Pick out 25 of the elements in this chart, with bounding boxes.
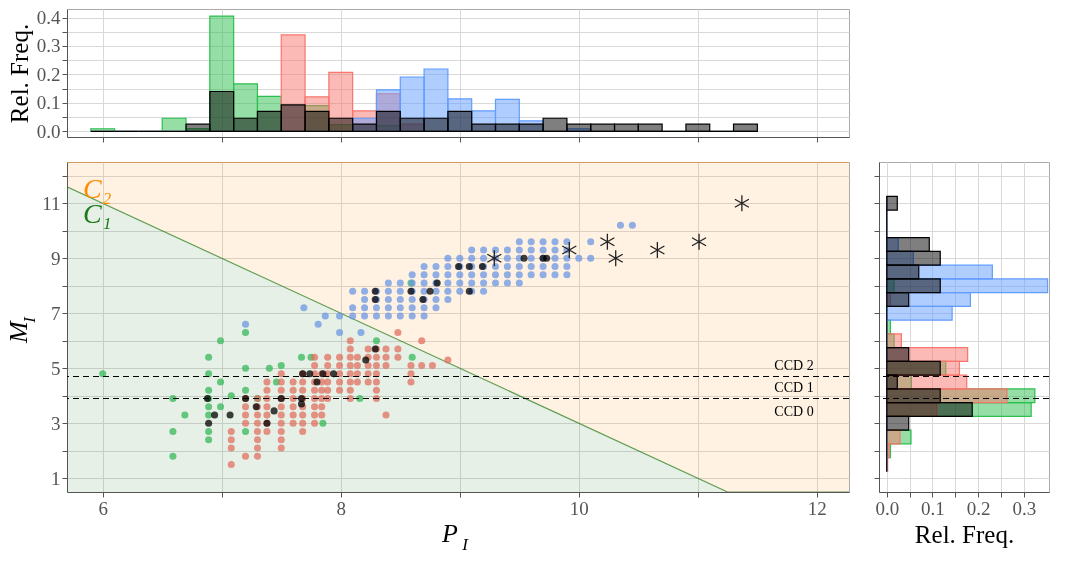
x-tick-label: 0.0 (875, 497, 900, 519)
annotation: CCD 2 (774, 357, 814, 373)
y-tick-label: 1 (51, 467, 61, 489)
y-tick-label: 7 (51, 302, 61, 324)
annotation: CCD 0 (774, 403, 814, 419)
y-tick-label: 0.3 (36, 35, 61, 57)
y-tick-label: 0.2 (36, 63, 61, 85)
y-tick-label: 5 (51, 357, 61, 379)
y-axis-title: Rel. Freq. (5, 23, 33, 124)
y-tick-label: 0.1 (36, 92, 61, 114)
y-tick-label: 3 (51, 412, 61, 434)
annotation: CCD 1 (774, 379, 814, 395)
x-tick-label: 8 (336, 497, 347, 519)
y-tick-label: 9 (51, 247, 61, 269)
y-tick-label: 11 (42, 192, 61, 214)
y-tick-label: 0.4 (36, 7, 61, 29)
x-tick-label: 0.2 (966, 497, 991, 519)
y-tick-label: 0.0 (36, 120, 61, 142)
x-tick-label: 10 (569, 497, 589, 519)
x-tick-label: 6 (98, 497, 108, 519)
x-tick-label: 0.3 (1012, 497, 1037, 519)
x-tick-label: 0.1 (921, 497, 945, 519)
x-axis-title: Rel. Freq. (914, 520, 1015, 548)
y-axis-title: MI (4, 315, 39, 344)
x-tick-label: 12 (807, 497, 827, 519)
